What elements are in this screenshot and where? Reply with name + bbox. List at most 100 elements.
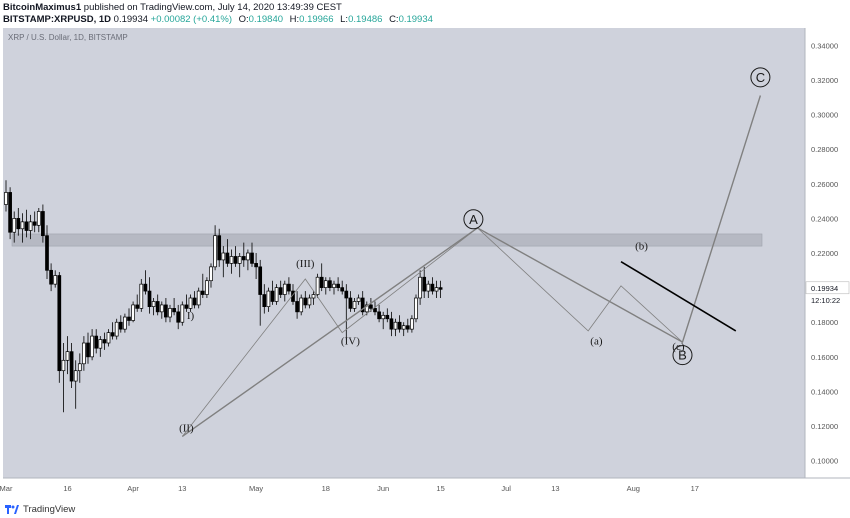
candle-body [336,283,340,288]
candle-body [164,304,168,318]
candle-body [139,283,144,309]
candle-body [86,342,90,358]
y-tick-label: 0.18000 [811,318,838,327]
x-tick-label: 13 [551,484,559,493]
y-tick-label: 0.32000 [811,76,838,85]
candle-body [262,294,267,308]
open-value: 0.19840 [248,14,284,25]
candle-body [389,318,394,330]
candle-body [401,325,406,330]
high-label: H: [289,14,300,25]
candle-body [426,283,431,292]
chart-title: XRP / U.S. Dollar, 1D, BITSTAMP [8,33,128,42]
y-tick-label: 0.14000 [811,387,838,396]
candle-body [8,192,12,233]
x-tick-label: 17 [691,484,699,493]
candle-body [90,335,94,358]
y-tick-label: 0.16000 [811,353,838,362]
candle-body [315,276,320,295]
candle-body [82,342,86,365]
candle-body [221,252,226,261]
candle-body [414,297,418,320]
wave-circle-label: C [756,70,765,85]
low-value: 0.19486 [348,14,383,25]
candle-body [332,283,336,288]
candle-body [12,218,17,233]
candle-body [94,335,99,349]
candle-body [61,359,66,372]
candle-body [127,316,131,321]
candle-body [225,252,230,264]
candle-body [323,280,328,288]
candle-body [340,287,345,292]
candle-body [233,256,238,264]
y-tick-label: 0.28000 [811,145,838,154]
candle-body [381,314,386,320]
candle-body [229,256,234,264]
footer: TradingView [5,504,75,515]
wave-label: (b) [635,241,648,253]
candle-body [77,363,82,372]
published-text: published on TradingView.com, July 14, 2… [83,2,342,13]
descending-trendline [620,260,737,332]
tradingview-logo-icon [5,505,19,514]
candle-body [352,301,357,309]
candle-body [282,283,287,295]
candle-body [106,332,111,344]
y-tick-label: 0.12000 [811,422,838,431]
candle-body [250,252,254,264]
open-label: O: [238,14,249,25]
candle-body [393,321,398,330]
candle-body [278,287,283,295]
publish-info: BitcoinMaximus1 published on TradingView… [3,2,342,13]
candle-body [168,308,172,318]
resistance-zone [11,233,763,247]
candle-body [270,290,275,302]
wave-label: (III) [296,258,315,270]
high-value: 0.19966 [299,14,334,25]
y-tick-label: 0.10000 [811,457,838,466]
x-tick-label: 16 [63,484,71,493]
author-name: BitcoinMaximus1 [3,2,82,13]
last-price-label: 0.19934 [811,284,838,293]
x-tick-label: Aug [627,484,640,493]
wave-label: (II) [179,422,194,434]
wave-label: (a) [590,336,603,348]
candle-body [24,221,29,231]
wave-circle [672,345,693,366]
candle-body [53,275,58,285]
candle-body [73,370,78,382]
candle-body [16,218,21,230]
candle-body [41,211,45,237]
candle-body [172,308,176,313]
candle-body [102,339,107,344]
candle-body [369,304,373,309]
candle-body [213,235,217,268]
candle-body [377,311,381,320]
candle-body [118,321,123,330]
candle-body [20,221,25,230]
candle-body [135,304,140,309]
candle-body [385,314,390,320]
x-tick-label: 13 [178,484,186,493]
candle-body [36,211,41,226]
candle-body [176,311,181,323]
candle-body [159,304,164,313]
wave-circle-label: B [678,348,687,363]
x-tick-label: Jun [377,484,389,493]
symbol-text: BITSTAMP:XRPUSD, 1D [3,14,112,25]
wave-label: I) [187,310,195,322]
close-value: 0.19934 [398,14,433,25]
candle-body [438,287,443,290]
y-tick-label: 0.22000 [811,249,838,258]
candle-body [360,297,365,313]
wave-circle [750,67,771,88]
candle-body [196,290,201,306]
candle-body [237,256,242,264]
candle-body [151,301,156,308]
candle-body [364,304,369,313]
candle-body [299,297,304,313]
candle-body [4,192,8,205]
candle-body [418,276,422,299]
